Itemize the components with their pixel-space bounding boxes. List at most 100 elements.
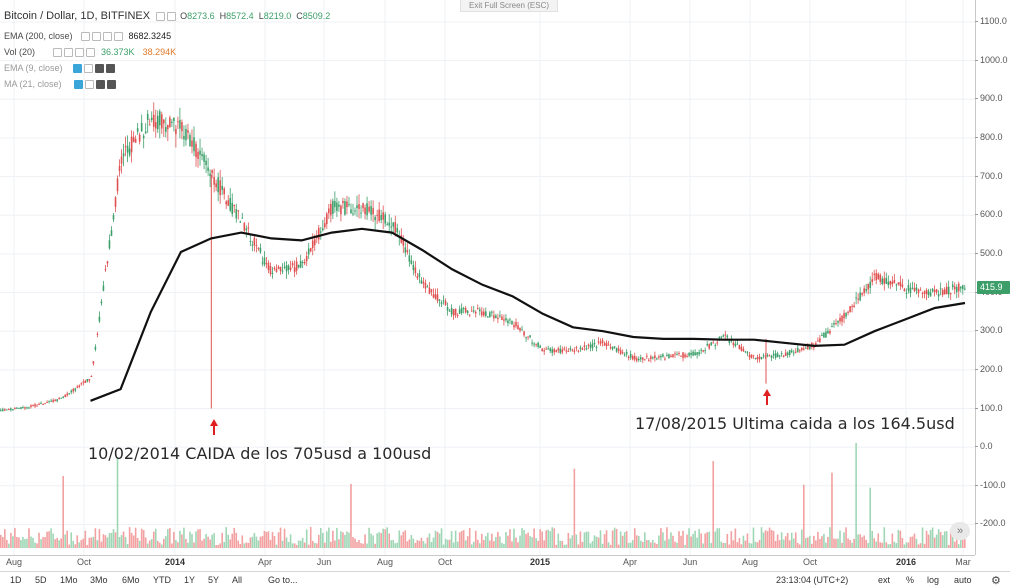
volume-bar — [311, 540, 314, 548]
settings-icon[interactable] — [84, 79, 94, 89]
eye-icon[interactable] — [80, 31, 90, 41]
range-button-5y[interactable]: 5Y — [208, 575, 220, 585]
candle-body — [476, 308, 479, 310]
candle-body — [706, 344, 708, 346]
volume-bar — [557, 533, 560, 548]
candle-body — [595, 346, 598, 348]
candle-body — [549, 348, 552, 352]
price-tick: 1100.0 — [975, 16, 1007, 26]
volume-bar — [217, 544, 219, 548]
symbol-title[interactable]: Bitcoin / Dollar, 1D, BITFINEX — [4, 10, 151, 22]
eye-icon[interactable] — [72, 63, 82, 73]
hide-icon[interactable] — [156, 11, 166, 21]
price-chart[interactable] — [0, 0, 975, 555]
settings-icon[interactable] — [167, 11, 177, 21]
gear-icon[interactable]: ⚙ — [991, 575, 1001, 587]
close-icon[interactable] — [105, 63, 115, 73]
clock-display[interactable]: 23:13:04 (UTC+2) — [776, 575, 849, 585]
candle-body — [885, 277, 888, 284]
ext-toggle[interactable]: ext — [878, 575, 891, 585]
volume-bar — [867, 542, 869, 548]
range-button-5d[interactable]: 5D — [35, 575, 47, 585]
range-button-6mo[interactable]: 6Mo — [122, 575, 140, 585]
legend-ema200-row[interactable]: EMA (200, close) 8682.3245 — [4, 29, 171, 43]
volume-bar — [26, 538, 28, 548]
range-button-1mo[interactable]: 1Mo — [60, 575, 78, 585]
time-axis[interactable]: Aug Oct 2014 Apr Jun Aug Oct 2015 Apr Jun Aug Oct 20… — [0, 555, 975, 571]
volume-bar — [879, 542, 882, 548]
candle-body — [354, 210, 356, 212]
volume-bar — [56, 537, 58, 548]
double-chevron-right-icon[interactable]: » — [950, 522, 970, 540]
candle-body — [237, 210, 240, 212]
plus-icon[interactable] — [75, 47, 85, 57]
volume-bar — [203, 538, 205, 548]
plus-icon[interactable] — [102, 31, 112, 41]
candle-body — [650, 356, 652, 360]
volume-bar — [905, 542, 908, 548]
candle-body — [507, 320, 509, 324]
percent-toggle[interactable]: % — [906, 575, 915, 585]
candle-body — [849, 306, 851, 313]
candle-body — [523, 331, 525, 336]
settings-icon[interactable] — [64, 47, 74, 57]
chart-plot-area[interactable] — [0, 0, 975, 555]
candle-body — [24, 407, 26, 409]
volume-bar — [354, 538, 356, 548]
goto-button[interactable]: Go to... — [268, 575, 298, 585]
candle-body — [108, 240, 111, 249]
close-icon[interactable] — [86, 47, 96, 57]
volume-bar — [517, 542, 519, 548]
settings-icon[interactable] — [83, 63, 93, 73]
candle-body — [949, 293, 952, 295]
candle-body — [386, 224, 389, 226]
close-icon[interactable] — [106, 79, 116, 89]
candle-body — [165, 127, 167, 132]
candle-body — [678, 353, 680, 355]
candle-body — [535, 344, 537, 346]
candle-body — [384, 214, 386, 224]
plus-icon[interactable] — [95, 79, 105, 89]
candle-body — [611, 346, 614, 350]
range-button-1y[interactable]: 1Y — [184, 575, 196, 585]
plus-icon[interactable] — [94, 63, 104, 73]
candle-body — [855, 297, 857, 299]
eye-icon[interactable] — [73, 79, 83, 89]
volume-bar — [295, 544, 298, 548]
candle-body — [269, 266, 272, 275]
candle-body — [301, 261, 304, 263]
candle-body — [134, 138, 137, 143]
candle-body — [293, 267, 296, 273]
volume-bar — [398, 530, 401, 548]
candle-body — [436, 294, 439, 301]
volume-bar — [219, 543, 221, 548]
volume-bar — [515, 537, 517, 548]
volume-bar — [764, 530, 767, 548]
volume-bar — [559, 540, 562, 548]
volume-bar — [720, 541, 723, 548]
range-button-3mo[interactable]: 3Mo — [90, 575, 108, 585]
exit-fullscreen-button[interactable]: Exit Full Screen (ESC) — [460, 0, 558, 12]
auto-toggle[interactable]: auto — [954, 575, 972, 585]
candle-body — [251, 244, 254, 246]
legend-ema9-row[interactable]: EMA (9, close) — [4, 61, 115, 75]
candle-body — [746, 352, 749, 354]
range-button-all[interactable]: All — [232, 575, 243, 585]
close-icon[interactable] — [113, 31, 123, 41]
candle-body — [195, 143, 197, 158]
price-axis[interactable]: 1100.01000.0900.0800.0700.0600.0500.0400… — [975, 0, 1010, 555]
legend-ma21-row[interactable]: MA (21, close) — [4, 77, 116, 91]
legend-vol-row[interactable]: Vol (20) 36.373K 38.294K — [4, 45, 176, 59]
volume-bar — [334, 540, 336, 548]
eye-icon[interactable] — [53, 47, 63, 57]
volume-bar — [672, 535, 674, 548]
volume-bar — [907, 542, 910, 548]
range-button-1d[interactable]: 1D — [10, 575, 22, 585]
volume-bar — [215, 544, 217, 548]
range-button-ytd[interactable]: YTD — [153, 575, 171, 585]
volume-bar — [12, 536, 14, 548]
settings-icon[interactable] — [91, 31, 101, 41]
volume-bar — [485, 536, 487, 548]
log-toggle[interactable]: log — [927, 575, 940, 585]
